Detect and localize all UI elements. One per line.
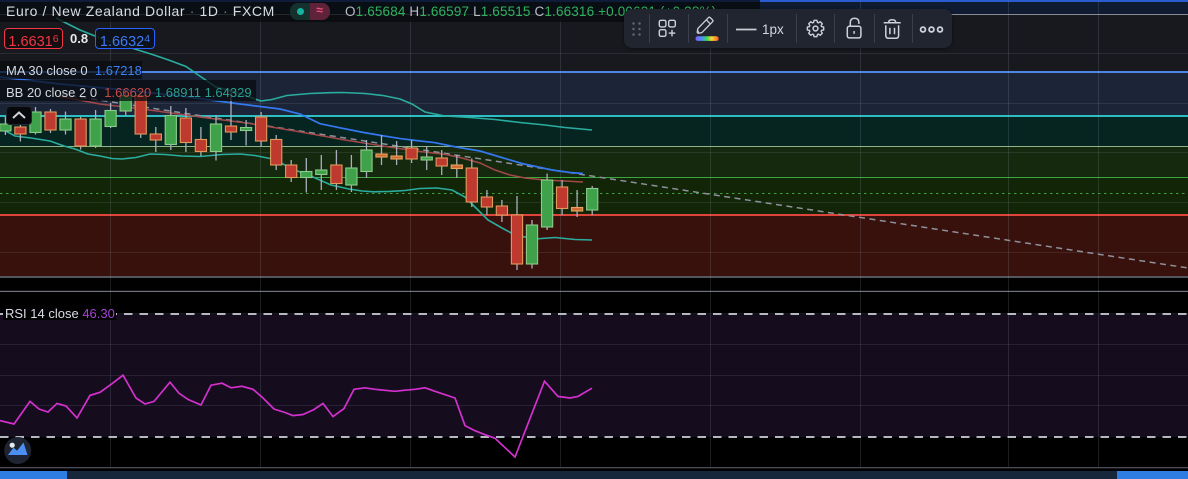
svg-text:1px: 1px <box>762 22 784 37</box>
